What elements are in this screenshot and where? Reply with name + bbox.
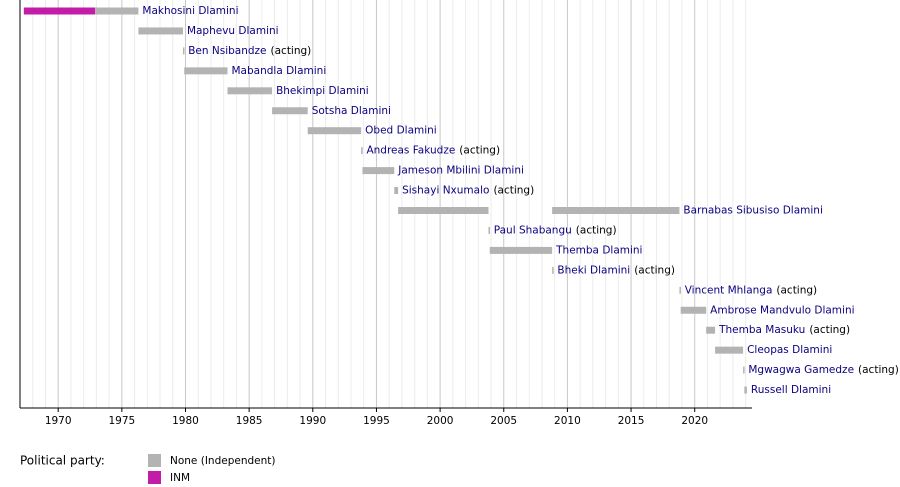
person-name[interactable]: Sotsha Dlamini — [312, 105, 391, 117]
term-bar — [489, 246, 553, 254]
row-label: Mabandla Dlamini — [232, 65, 327, 77]
person-name[interactable]: Cleopas Dlamini — [747, 344, 832, 356]
row-label: Vincent Mhlanga (acting) — [685, 284, 817, 296]
x-tick-label: 2015 — [618, 415, 645, 427]
term-bar — [362, 167, 395, 175]
note: (acting) — [459, 145, 500, 157]
note: (acting) — [776, 284, 817, 296]
note: (acting) — [271, 45, 312, 57]
term-bar — [394, 187, 399, 195]
x-tick-label: 1990 — [299, 415, 326, 427]
person-name[interactable]: Makhosini Dlamini — [142, 5, 238, 17]
term-bar — [744, 386, 747, 394]
term-bar — [488, 226, 490, 234]
term-bar — [307, 127, 362, 135]
person-name[interactable]: Themba Masuku — [718, 324, 805, 336]
note: (acting) — [493, 185, 534, 197]
row-label: Mgwagwa Gamedze (acting) — [748, 364, 898, 376]
term-bar — [743, 366, 745, 374]
legend-title: Political party: — [20, 454, 105, 468]
row-label: Obed Dlamini — [365, 125, 437, 137]
legend-label: INM — [170, 472, 190, 484]
x-tick-label: 2005 — [490, 415, 517, 427]
x-tick-label: 1970 — [45, 415, 72, 427]
legend-label: None (Independent) — [170, 455, 275, 467]
row-label: Russell Dlamini — [751, 384, 831, 396]
person-name[interactable]: Russell Dlamini — [751, 384, 831, 396]
person-name[interactable]: Barnabas Sibusiso Dlamini — [683, 205, 822, 217]
term-bar — [23, 7, 96, 15]
person-name[interactable]: Mabandla Dlamini — [232, 65, 327, 77]
row-label: Jameson Mbilini Dlamini — [397, 165, 524, 177]
row-label: Cleopas Dlamini — [747, 344, 832, 356]
row-label: Sishayi Nxumalo (acting) — [402, 185, 534, 197]
term-bar — [706, 326, 716, 334]
term-bar — [138, 27, 183, 35]
person-name[interactable]: Ambrose Mandvulo Dlamini — [710, 304, 854, 316]
row-label: Ambrose Mandvulo Dlamini — [710, 304, 854, 316]
person-name[interactable]: Paul Shabangu — [494, 224, 572, 236]
person-name[interactable]: Vincent Mhlanga — [685, 284, 773, 296]
term-bar — [95, 7, 139, 15]
row-label: Makhosini Dlamini — [142, 5, 238, 17]
row-label: Bheki Dlamini (acting) — [557, 264, 675, 276]
term-bar — [227, 87, 273, 95]
person-name[interactable]: Mgwagwa Gamedze — [748, 364, 854, 376]
person-name[interactable]: Andreas Fakudze — [366, 145, 455, 157]
term-bar — [680, 306, 707, 314]
x-tick-label: 1975 — [108, 415, 135, 427]
x-tick-label: 1985 — [236, 415, 263, 427]
person-name[interactable]: Jameson Mbilini Dlamini — [397, 165, 524, 177]
x-tick-label: 2010 — [554, 415, 581, 427]
x-tick-label: 2020 — [681, 415, 708, 427]
term-bar — [182, 47, 185, 55]
legend-swatch — [148, 471, 161, 484]
note: (acting) — [576, 224, 617, 236]
row-label: Sotsha Dlamini — [312, 105, 391, 117]
term-bar — [552, 207, 680, 214]
person-name[interactable]: Bhekimpi Dlamini — [276, 85, 369, 97]
row-label: Bhekimpi Dlamini — [276, 85, 369, 97]
x-tick-label: 1980 — [172, 415, 199, 427]
person-name[interactable]: Bheki Dlamini — [557, 264, 630, 276]
row-label: Ben Nsibandze (acting) — [188, 45, 311, 57]
person-name[interactable]: Sishayi Nxumalo — [402, 185, 489, 197]
person-name[interactable]: Maphevu Dlamini — [187, 25, 279, 37]
person-name[interactable]: Themba Dlamini — [555, 244, 642, 256]
term-bar — [715, 346, 744, 354]
note: (acting) — [858, 364, 899, 376]
term-bar — [361, 147, 363, 155]
row-label: Maphevu Dlamini — [187, 25, 279, 37]
row-label: Paul Shabangu (acting) — [494, 224, 617, 236]
row-label: Barnabas Sibusiso Dlamini — [683, 205, 822, 217]
x-tick-label: 2000 — [427, 415, 454, 427]
term-bar — [184, 67, 228, 75]
person-name[interactable]: Obed Dlamini — [365, 125, 437, 137]
row-label: Andreas Fakudze (acting) — [366, 145, 500, 157]
legend-swatch — [148, 454, 161, 467]
term-bar — [398, 207, 489, 214]
x-tick-label: 1995 — [363, 415, 390, 427]
term-bar — [679, 286, 681, 294]
note: (acting) — [809, 324, 850, 336]
person-name[interactable]: Ben Nsibandze — [188, 45, 266, 57]
term-bar — [272, 107, 308, 115]
term-bar — [552, 266, 554, 274]
note: (acting) — [634, 264, 675, 276]
row-label: Themba Masuku (acting) — [718, 324, 850, 336]
row-label: Themba Dlamini — [555, 244, 642, 256]
